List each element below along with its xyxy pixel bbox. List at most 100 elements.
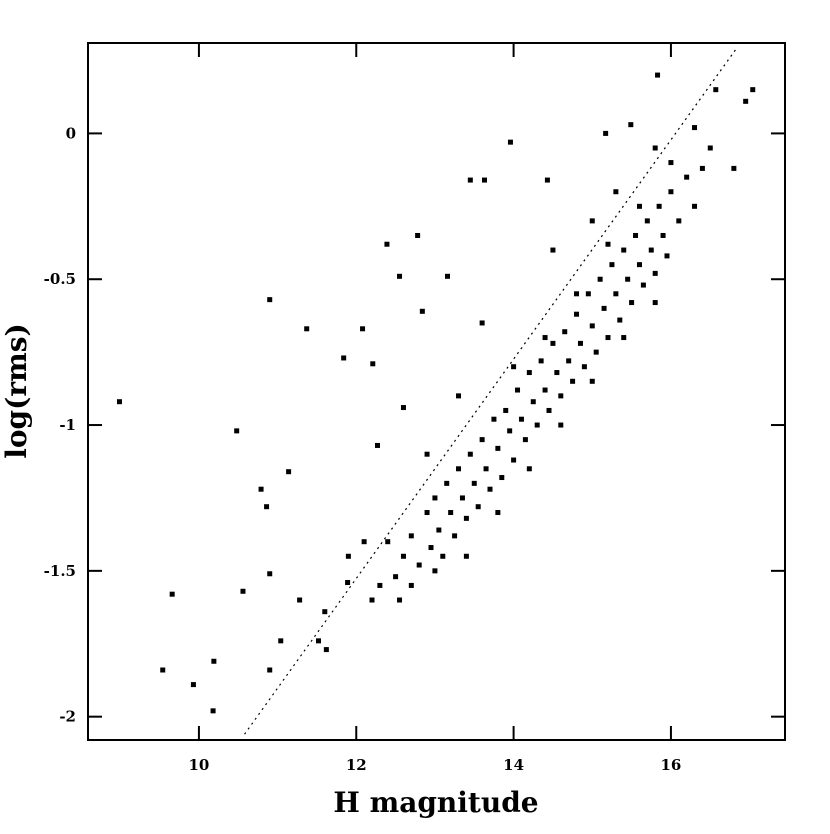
scatter-point bbox=[613, 189, 619, 195]
scatter-point bbox=[625, 276, 631, 282]
scatter-point bbox=[116, 399, 122, 405]
scatter-point bbox=[676, 218, 682, 224]
scatter-point bbox=[534, 422, 540, 428]
scatter-point bbox=[526, 370, 532, 376]
scatter-point bbox=[652, 145, 658, 151]
scatter-point bbox=[629, 300, 635, 306]
scatter-point bbox=[475, 504, 481, 510]
scatter-point bbox=[574, 311, 580, 317]
scatter-point bbox=[515, 387, 521, 393]
scatter-point bbox=[463, 553, 469, 559]
scatter-point bbox=[652, 270, 658, 276]
scatter-point bbox=[589, 218, 595, 224]
scatter-point bbox=[628, 122, 634, 128]
scatter-point bbox=[487, 486, 493, 492]
scatter-point bbox=[546, 407, 552, 413]
scatter-point bbox=[621, 247, 627, 253]
scatter-point bbox=[479, 320, 485, 326]
scatter-point bbox=[593, 349, 599, 355]
scatter-point bbox=[315, 638, 321, 644]
scatter-point bbox=[234, 428, 240, 434]
scatter-point bbox=[507, 139, 513, 145]
scatter-point bbox=[558, 393, 564, 399]
scatter-point bbox=[467, 177, 473, 183]
scatter-point bbox=[264, 504, 270, 510]
scatter-point bbox=[452, 533, 458, 539]
scatter-point bbox=[731, 165, 737, 171]
scatter-point bbox=[419, 308, 425, 314]
scatter-point bbox=[393, 574, 399, 580]
scatter-point bbox=[360, 326, 366, 332]
scatter-point bbox=[267, 571, 273, 577]
scatter-point bbox=[463, 515, 469, 521]
scatter-point bbox=[491, 416, 497, 422]
scatter-point bbox=[609, 262, 615, 268]
scatter-point bbox=[444, 480, 450, 486]
x-tick-label: 16 bbox=[660, 756, 681, 774]
scatter-point bbox=[323, 647, 329, 653]
y-tick-label: -1.5 bbox=[44, 562, 76, 580]
scatter-point bbox=[550, 340, 556, 346]
scatter-point bbox=[190, 682, 196, 688]
scatter-point bbox=[692, 203, 698, 209]
scatter-point bbox=[258, 486, 264, 492]
scatter-point bbox=[640, 282, 646, 288]
scatter-point bbox=[570, 378, 576, 384]
scatter-point bbox=[644, 218, 650, 224]
scatter-point bbox=[544, 177, 550, 183]
scatter-point bbox=[397, 273, 403, 279]
scatter-point bbox=[467, 451, 473, 457]
scatter-point bbox=[503, 407, 509, 413]
scatter-point bbox=[648, 247, 654, 253]
scatter-point bbox=[538, 358, 544, 364]
scatter-point bbox=[707, 145, 713, 151]
x-tick-label: 10 bbox=[188, 756, 209, 774]
y-tick-label: -1 bbox=[59, 416, 76, 434]
scatter-point bbox=[684, 174, 690, 180]
scatter-point bbox=[699, 165, 705, 171]
scatter-point bbox=[297, 597, 303, 603]
scatter-point bbox=[424, 451, 430, 457]
scatter-point bbox=[481, 177, 487, 183]
scatter-point bbox=[436, 527, 442, 533]
scatter-point bbox=[169, 591, 175, 597]
scatter-point bbox=[385, 539, 391, 545]
scatter-point bbox=[664, 253, 670, 259]
scatter-point bbox=[589, 323, 595, 329]
scatter-point bbox=[445, 273, 451, 279]
scatter-point bbox=[211, 658, 217, 664]
scatter-point bbox=[636, 262, 642, 268]
scatter-point bbox=[432, 568, 438, 574]
scatter-point bbox=[542, 387, 548, 393]
scatter-point bbox=[240, 588, 246, 594]
scatter-point bbox=[408, 533, 414, 539]
y-tick-label: -2 bbox=[59, 708, 76, 726]
scatter-point bbox=[652, 300, 658, 306]
y-tick-label: 0 bbox=[66, 124, 76, 142]
scatter-point bbox=[617, 317, 623, 323]
scatter-point bbox=[613, 291, 619, 297]
scatter-point bbox=[656, 203, 662, 209]
scatter-point bbox=[322, 609, 328, 615]
scatter-point bbox=[660, 232, 666, 238]
x-tick-label: 12 bbox=[346, 756, 367, 774]
scatter-point bbox=[554, 370, 560, 376]
scatter-point bbox=[267, 297, 273, 303]
scatter-point bbox=[511, 364, 517, 370]
scatter-point bbox=[633, 232, 639, 238]
scatter-point bbox=[507, 428, 513, 434]
x-tick-label: 14 bbox=[503, 756, 524, 774]
scatter-point bbox=[432, 495, 438, 501]
scatter-point bbox=[361, 539, 367, 545]
scatter-point bbox=[542, 335, 548, 341]
scatter-point bbox=[374, 442, 380, 448]
scatter-point bbox=[424, 510, 430, 516]
scatter-point bbox=[345, 580, 351, 586]
scatter-point bbox=[267, 667, 273, 673]
scatter-point bbox=[400, 405, 406, 411]
scatter-point bbox=[428, 545, 434, 551]
scatter-point bbox=[479, 437, 485, 443]
scatter-point bbox=[456, 466, 462, 472]
scatter-point bbox=[562, 329, 568, 335]
